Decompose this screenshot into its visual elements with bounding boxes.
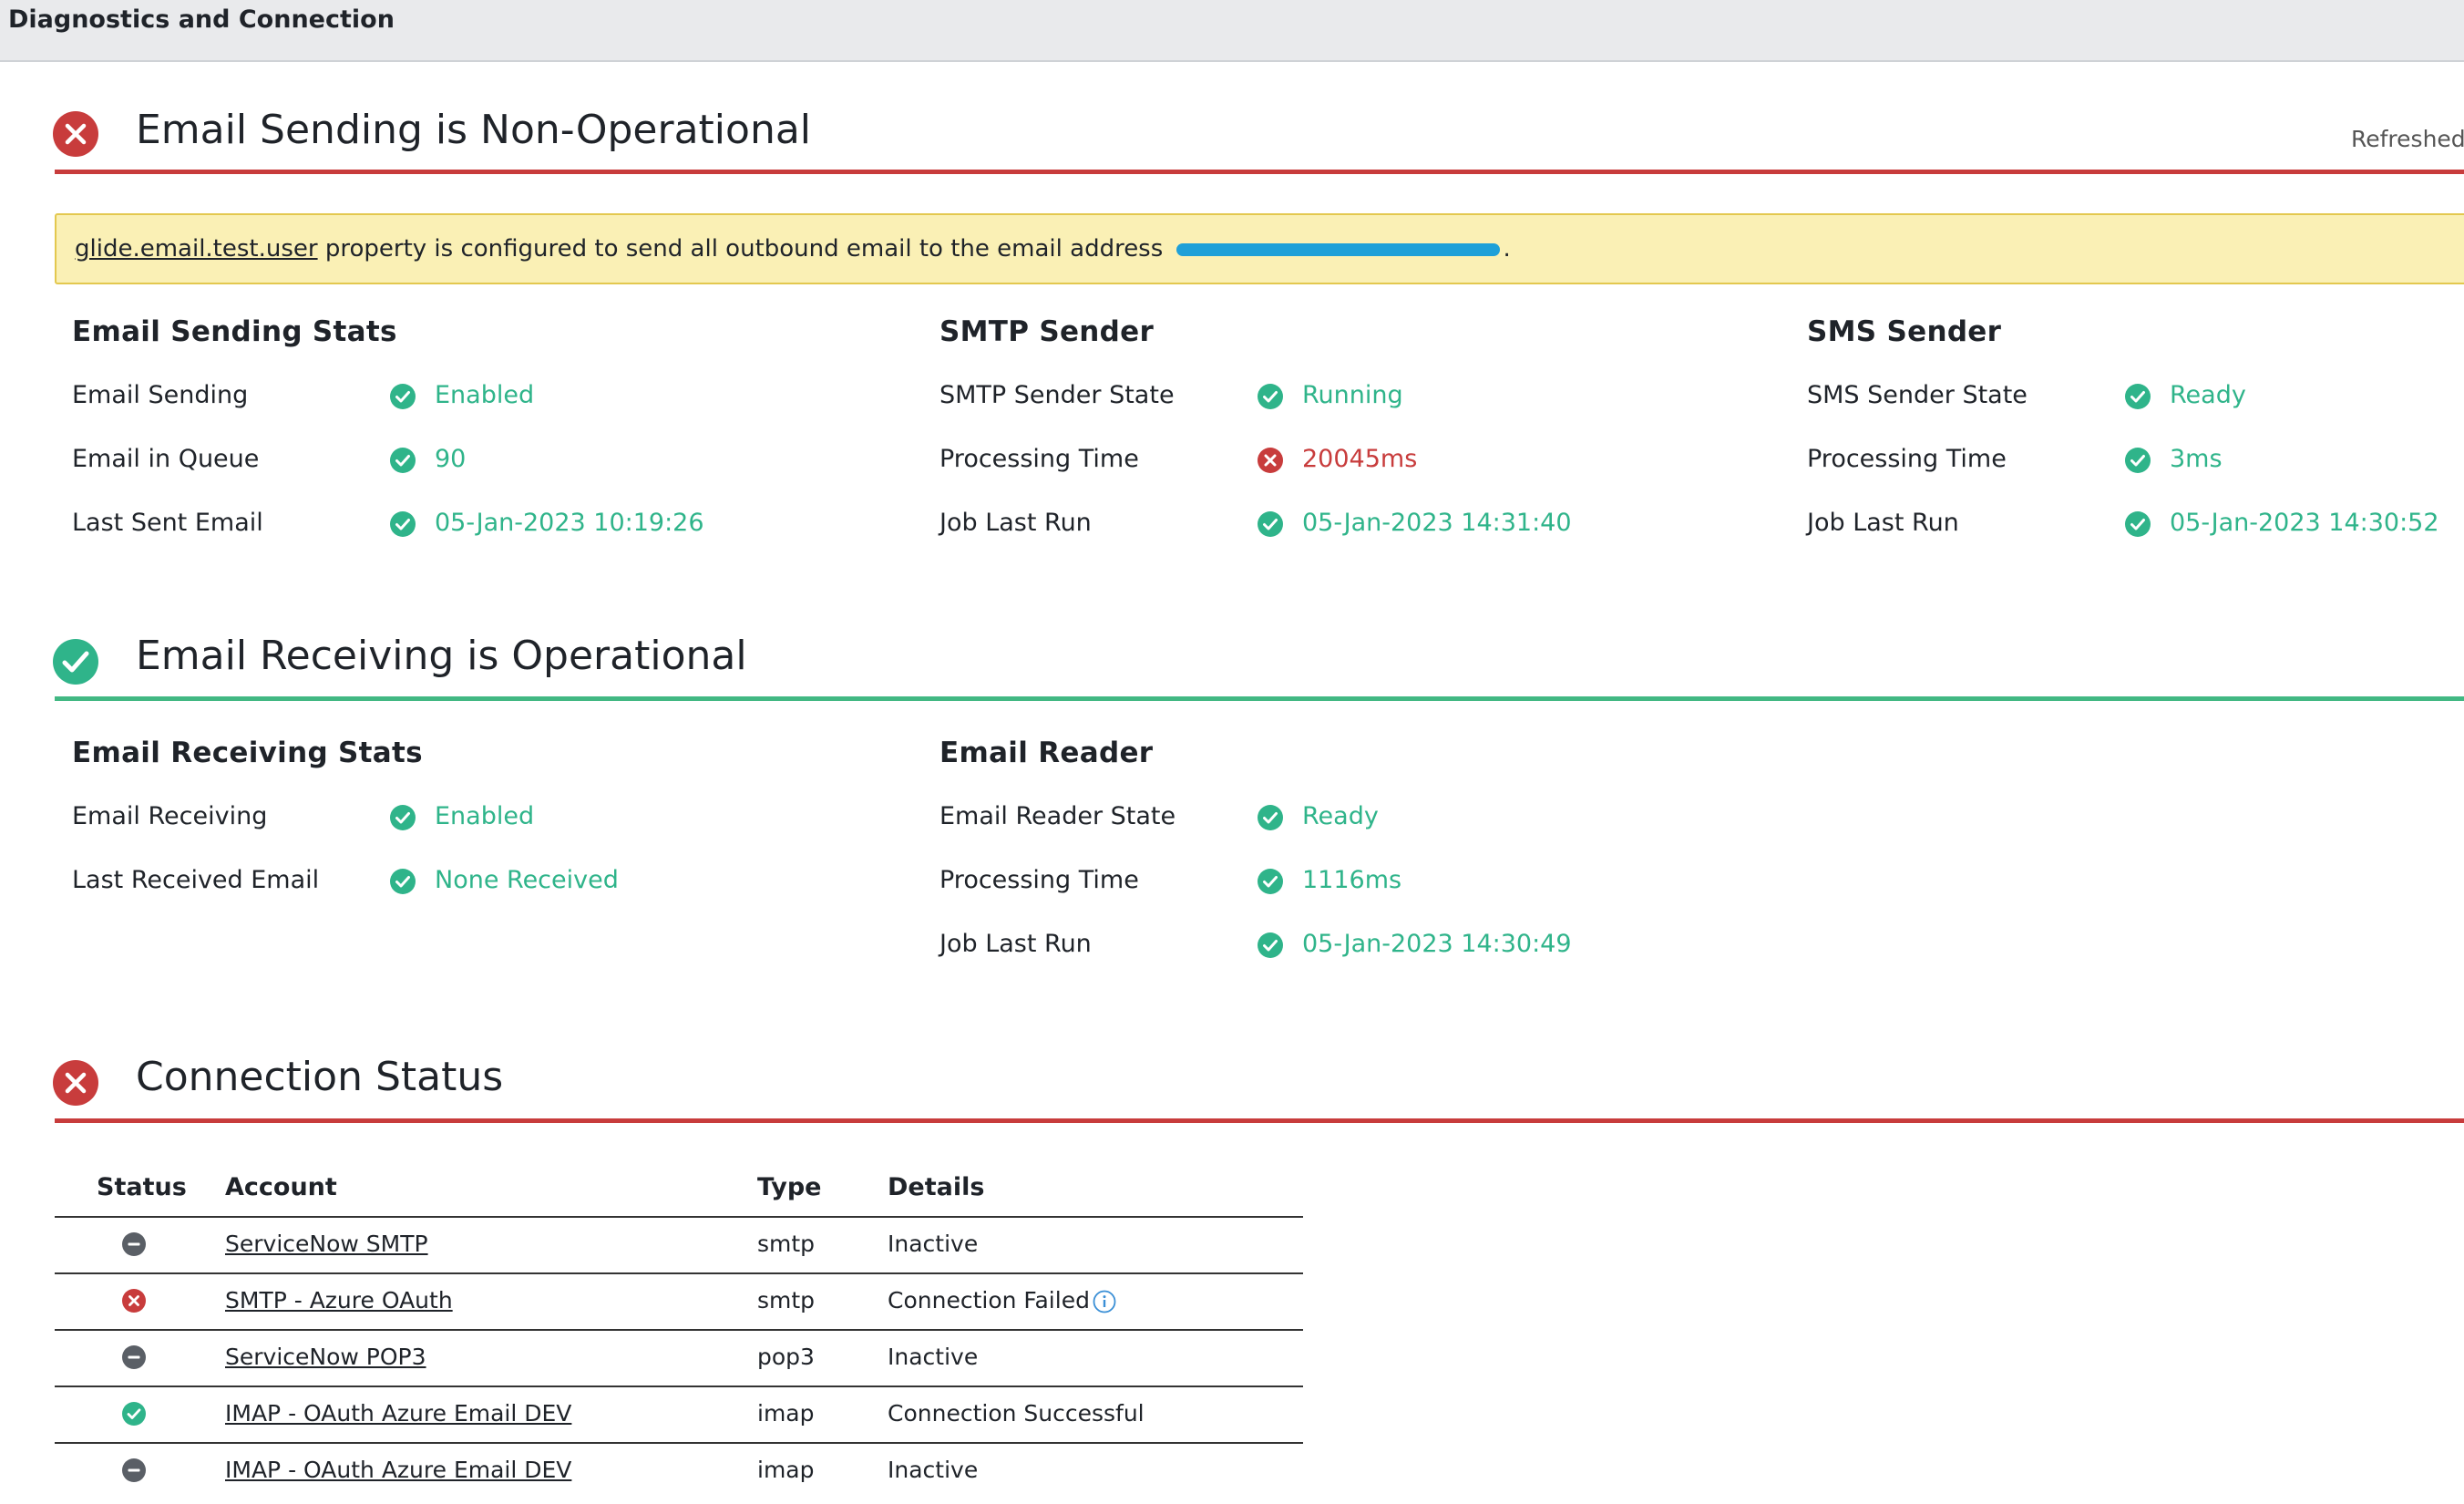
- table-header-divider: [55, 1216, 1303, 1218]
- account-link[interactable]: ServiceNow POP3: [225, 1344, 426, 1370]
- check-icon: [390, 384, 416, 409]
- banner-text: glide.email.test.user property is config…: [75, 235, 1511, 263]
- connection-divider: [55, 1118, 2464, 1123]
- check-icon: [390, 448, 416, 473]
- check-icon: [390, 511, 416, 537]
- inactive-icon: [122, 1345, 146, 1369]
- stat-value: None Received: [435, 866, 619, 894]
- check-icon: [122, 1402, 146, 1426]
- stat-value: 3ms: [2170, 445, 2223, 473]
- inactive-icon: [122, 1458, 146, 1482]
- receiving-divider: [55, 696, 2464, 701]
- account-link[interactable]: SMTP - Azure OAuth: [225, 1287, 453, 1313]
- stat-label: Processing Time: [939, 445, 1139, 473]
- stat-label: Processing Time: [1807, 445, 2007, 473]
- inactive-icon: [122, 1232, 146, 1256]
- stat-value: Running: [1302, 381, 1403, 409]
- account-details: Inactive: [888, 1457, 979, 1483]
- error-icon: [1258, 448, 1283, 473]
- stat-value: 05-Jan-2023 14:30:49: [1302, 930, 1572, 958]
- check-icon: [390, 869, 416, 894]
- check-icon: [53, 639, 98, 685]
- stat-label: Email in Queue: [72, 445, 260, 473]
- info-icon[interactable]: [1093, 1290, 1116, 1313]
- account-type: smtp: [757, 1231, 816, 1257]
- account-type: imap: [757, 1400, 815, 1427]
- check-icon: [390, 805, 416, 830]
- account-details: Inactive: [888, 1344, 979, 1370]
- stat-value: 90: [435, 445, 467, 473]
- stat-label: Last Sent Email: [72, 509, 263, 537]
- stat-label: Job Last Run: [1807, 509, 1959, 537]
- account-details: Inactive: [888, 1231, 979, 1257]
- stat-label: Job Last Run: [939, 509, 1092, 537]
- check-icon: [1258, 805, 1283, 830]
- check-icon: [2125, 448, 2151, 473]
- window-title: Diagnostics and Connection: [8, 5, 395, 34]
- stat-label: SMTP Sender State: [939, 381, 1175, 409]
- row-divider: [55, 1329, 1303, 1331]
- check-icon: [2125, 511, 2151, 537]
- email-sending-stats-title: Email Sending Stats: [72, 315, 397, 348]
- account-type: imap: [757, 1457, 815, 1483]
- stat-label: SMS Sender State: [1807, 381, 2028, 409]
- property-link[interactable]: glide.email.test.user: [75, 235, 318, 263]
- error-icon: [122, 1289, 146, 1313]
- account-link[interactable]: IMAP - OAuth Azure Email DEV: [225, 1457, 572, 1483]
- check-icon: [1258, 511, 1283, 537]
- redacted-email: [1176, 242, 1500, 256]
- stat-value: 20045ms: [1302, 445, 1418, 473]
- row-divider: [55, 1272, 1303, 1274]
- error-icon: [53, 1060, 98, 1106]
- sending-section-title: Email Sending is Non-Operational: [136, 107, 812, 153]
- stat-value: Enabled: [435, 381, 535, 409]
- column-header-type: Type: [757, 1173, 822, 1201]
- check-icon: [1258, 384, 1283, 409]
- stat-value: Ready: [2170, 381, 2246, 409]
- account-type: smtp: [757, 1287, 816, 1313]
- stat-value: 05-Jan-2023 14:31:40: [1302, 509, 1572, 537]
- stat-label: Email Receiving: [72, 802, 268, 830]
- sending-divider: [55, 170, 2464, 174]
- account-link[interactable]: IMAP - OAuth Azure Email DEV: [225, 1400, 572, 1427]
- row-divider: [55, 1386, 1303, 1387]
- stat-value: Ready: [1302, 802, 1379, 830]
- stat-label: Email Reader State: [939, 802, 1176, 830]
- account-type: pop3: [757, 1344, 815, 1370]
- row-divider: [55, 1442, 1303, 1444]
- stat-value: 05-Jan-2023 10:19:26: [435, 509, 704, 537]
- sms-sender-title: SMS Sender: [1807, 315, 2002, 348]
- receiving-section-title: Email Receiving is Operational: [136, 633, 747, 679]
- account-link[interactable]: ServiceNow SMTP: [225, 1231, 428, 1257]
- stat-label: Last Received Email: [72, 866, 320, 894]
- check-icon: [1258, 869, 1283, 894]
- stat-label: Job Last Run: [939, 930, 1092, 958]
- connection-section-title: Connection Status: [136, 1054, 504, 1100]
- stat-value: 1116ms: [1302, 866, 1402, 894]
- smtp-sender-title: SMTP Sender: [939, 315, 1155, 348]
- stat-label: Email Sending: [72, 381, 249, 409]
- email-reader-title: Email Reader: [939, 737, 1154, 769]
- stat-value: 05-Jan-2023 14:30:52: [2170, 509, 2439, 537]
- column-header-details: Details: [888, 1173, 985, 1201]
- column-header-status: Status: [97, 1173, 187, 1201]
- email-receiving-stats-title: Email Receiving Stats: [72, 737, 423, 769]
- check-icon: [2125, 384, 2151, 409]
- banner-message: property is configured to send all outbo…: [317, 235, 1171, 263]
- stat-value: Enabled: [435, 802, 535, 830]
- account-details: Connection Failed: [888, 1287, 1090, 1313]
- error-icon: [53, 111, 98, 157]
- stat-label: Processing Time: [939, 866, 1139, 894]
- title-bar: Diagnostics and Connection: [0, 0, 2464, 62]
- account-details: Connection Successful: [888, 1400, 1145, 1427]
- banner-suffix: .: [1503, 235, 1511, 263]
- column-header-account: Account: [225, 1173, 337, 1201]
- check-icon: [1258, 932, 1283, 958]
- test-user-warning-banner: glide.email.test.user property is config…: [55, 213, 2464, 284]
- refreshed-label: Refreshed 6: [2351, 126, 2464, 152]
